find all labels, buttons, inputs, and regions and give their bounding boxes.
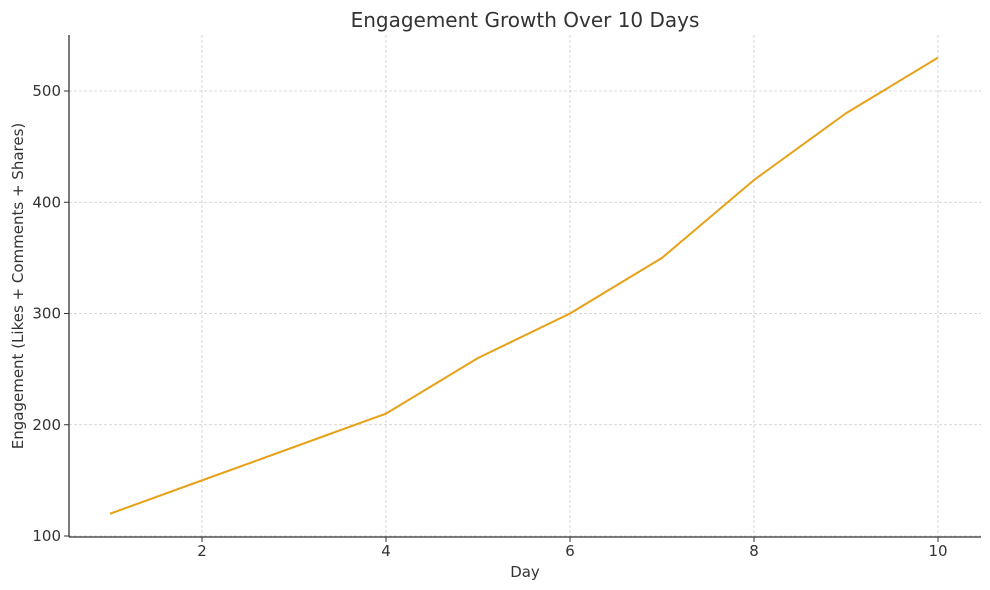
y-tick-label: 200 bbox=[32, 416, 61, 434]
y-axis-label: Engagement (Likes + Comments + Shares) bbox=[9, 123, 27, 449]
x-tick-label: 8 bbox=[749, 542, 759, 560]
data-series bbox=[109, 56, 939, 515]
y-tick-label: 400 bbox=[32, 193, 61, 211]
y-tick-label: 100 bbox=[32, 527, 61, 545]
x-axis-label: Day bbox=[510, 563, 540, 581]
x-axis-ticks: 2 4 6 8 10 bbox=[197, 537, 948, 560]
grid-lines bbox=[69, 35, 981, 537]
y-tick-label: 500 bbox=[32, 82, 61, 100]
x-tick-label: 6 bbox=[565, 542, 575, 560]
y-axis-ticks: 100 200 300 400 500 bbox=[32, 82, 69, 545]
x-tick-label: 4 bbox=[381, 542, 391, 560]
series-line bbox=[109, 56, 939, 515]
chart-title: Engagement Growth Over 10 Days bbox=[351, 8, 700, 32]
x-tick-label: 2 bbox=[197, 542, 207, 560]
y-tick-label: 300 bbox=[32, 305, 61, 323]
x-tick-label: 10 bbox=[928, 542, 947, 560]
